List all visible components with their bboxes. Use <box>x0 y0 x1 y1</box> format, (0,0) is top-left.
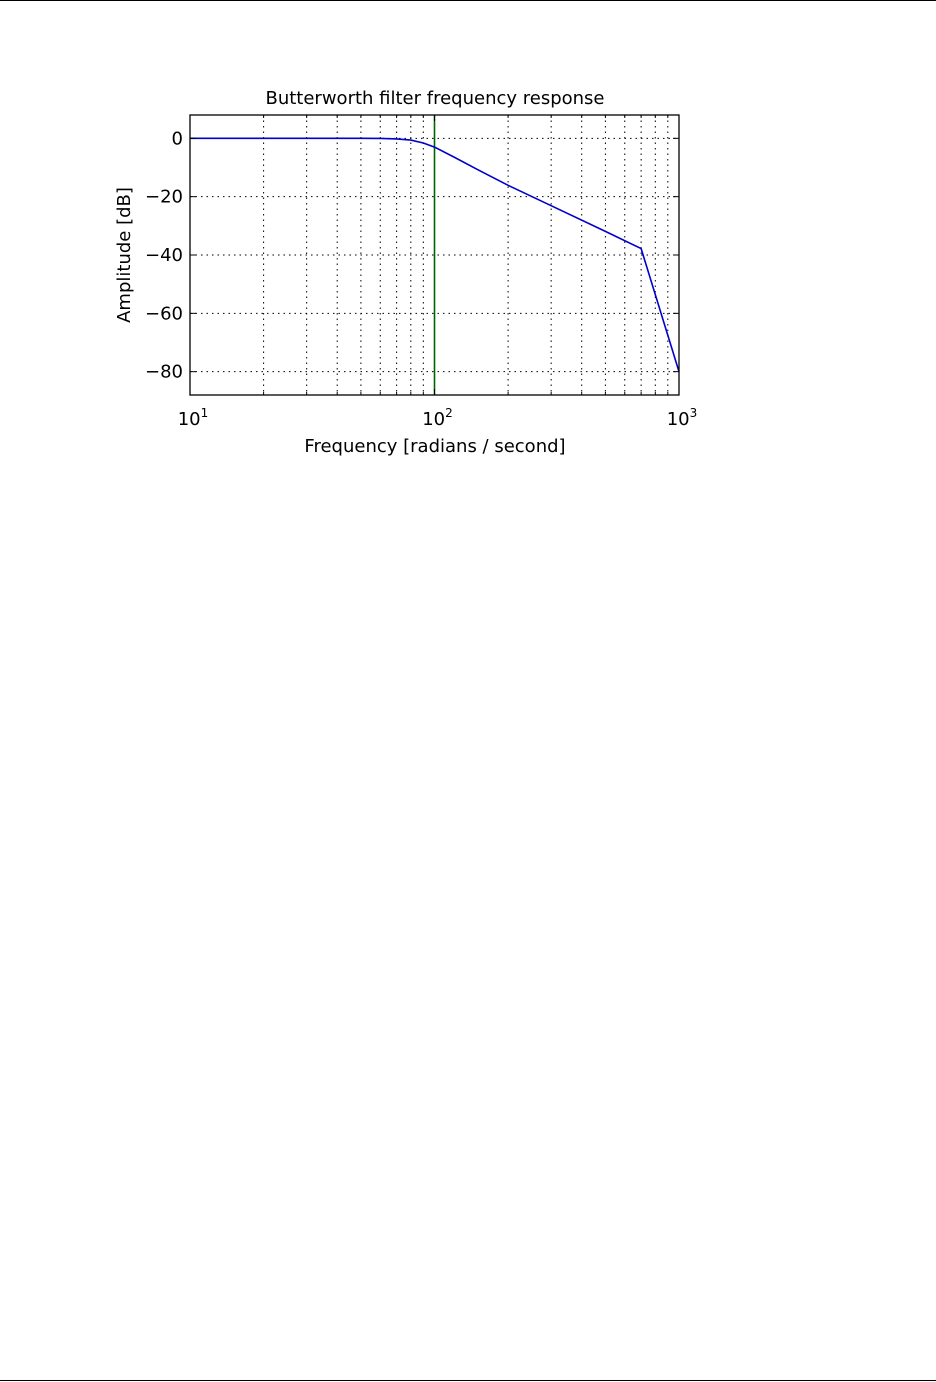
chart-title: Butterworth filter frequency response <box>265 88 604 109</box>
tick-marks <box>189 115 680 395</box>
bottom-rule <box>0 1380 936 1381</box>
response-curve <box>190 137 680 372</box>
grid <box>190 115 679 395</box>
y-tick-label: −40 <box>145 245 183 266</box>
x-axis-label: Frequency [radians / second] <box>304 436 565 457</box>
y-tick-label: −80 <box>145 362 183 383</box>
x-tick-label: 103 <box>667 406 698 430</box>
top-rule <box>0 0 936 1</box>
y-tick-label: 0 <box>172 128 183 149</box>
butterworth-chart: 0 −20 −40 −60 −80 101 102 103 Butterworth filter… <box>114 88 698 457</box>
y-tick-label: −20 <box>145 187 183 208</box>
x-tick-label: 102 <box>422 406 453 430</box>
y-axis-label: Amplitude [dB] <box>114 187 135 323</box>
x-tick-label: 101 <box>178 406 209 430</box>
y-tick-label: −60 <box>145 303 183 324</box>
